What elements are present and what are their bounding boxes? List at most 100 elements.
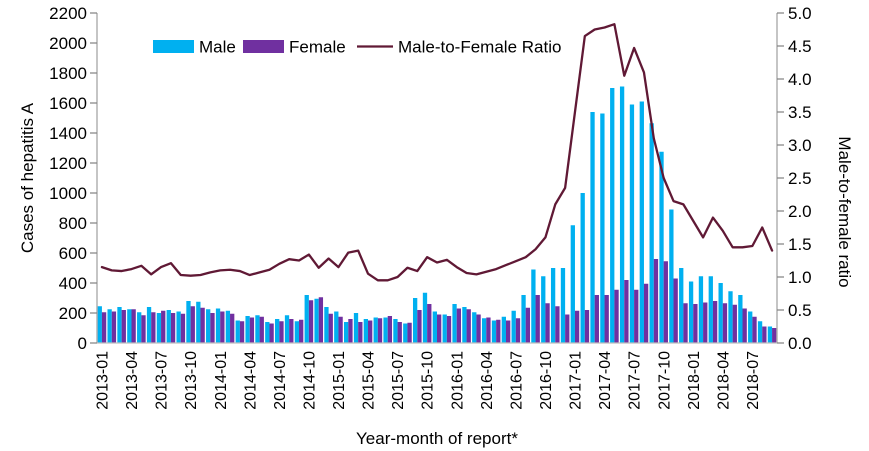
bar-male [718,283,723,343]
bars-group [97,86,777,343]
bar-female [230,313,235,343]
x-axis-tick-label: 2018-01 [686,351,703,410]
bar-male [383,317,388,343]
bar-male [679,268,684,343]
right-axis-tick-label: 4.5 [788,37,812,56]
bar-female [190,306,195,343]
bar-male [196,301,201,343]
bar-female [643,283,649,343]
bar-female [269,323,274,343]
x-axis-tick-label: 2017-01 [568,351,585,410]
x-axis-group: 2013-01 2013-04 2013-07 2013-10 2014-01 2014-… [95,351,763,410]
bar-male [767,326,773,343]
bar-male [649,123,654,343]
bar-male [324,307,329,343]
bar-male [570,225,575,343]
right-axis-tick-label: 3.5 [788,103,812,122]
x-axis-tick-label: 2018-07 [745,351,762,410]
bar-female [693,304,698,343]
bar-male [166,310,171,343]
left-axis-tick-label: 600 [59,244,87,263]
bar-female [762,326,767,343]
right-axis-tick-label: 4.0 [788,70,812,89]
x-axis-tick-label: 2016-07 [508,351,525,410]
left-axis-tick-label: 1600 [49,94,87,113]
bar-female [456,308,462,343]
bar-male [344,322,349,343]
bar-male [334,311,339,343]
bar-male [580,193,585,343]
bar-female [259,316,264,343]
left-axis-tick-label: 400 [59,274,87,293]
right-axis-tick-label: 5.0 [788,4,812,23]
bar-female [565,314,570,343]
bar-female [348,319,353,343]
bar-male [206,309,211,343]
bar-male [541,276,546,343]
bar-female [210,313,215,343]
bar-female [594,295,599,343]
bar-female [338,316,343,343]
left-axis-tick-label: 1800 [49,64,87,83]
bar-female [535,295,540,343]
bar-male [442,314,447,343]
bar-female [772,328,777,343]
right-axis-tick-label: 0.5 [788,301,812,320]
right-axis-tick-label: 1.5 [788,235,812,254]
bar-male [403,323,408,343]
left-axis-tick-label: 2200 [49,4,87,23]
bar-female [387,316,393,343]
bar-male [97,306,102,343]
left-axis-tick-label: 800 [59,214,87,233]
x-axis-tick-label: 2013-10 [183,351,200,410]
x-axis-tick-label: 2017-04 [597,351,614,410]
bar-female [249,317,255,343]
x-axis-tick-label: 2014-07 [272,351,289,410]
x-axis-tick-label: 2014-10 [302,351,319,410]
bar-male [610,88,615,343]
bar-female [624,280,629,343]
x-axis-tick-label: 2016-04 [479,351,496,410]
x-axis-tick-label: 2017-07 [627,351,644,410]
x-axis-tick-label: 2013-01 [95,351,112,410]
right-axis-group: 0.0 0.5 1.0 1.5 2.0 2.5 3.0 3.5 4.0 4.5 5.0 [777,4,812,353]
bar-male [481,318,487,343]
bar-male [117,307,122,343]
bar-female [604,295,609,343]
bar-male [501,316,506,343]
bar-female [299,319,304,343]
bar-female [466,309,471,343]
bar-male [275,319,280,343]
x-axis-tick-label: 2017-10 [656,351,673,410]
bar-male [472,312,477,343]
bar-female [703,302,708,343]
bar-male [600,113,605,343]
bar-female [505,320,511,343]
right-axis-tick-label: 1.0 [788,268,812,287]
left-axis-title: Cases of hepatitis A [18,102,37,253]
bar-male [491,320,497,343]
bar-female [486,317,491,343]
bar-female [151,312,156,343]
bar-male [659,151,664,343]
bar-female [417,310,422,343]
bar-female [653,259,659,343]
legend-label-female: Female [289,38,346,57]
right-axis-tick-label: 0.0 [788,334,812,353]
bar-female [712,301,718,343]
bar-female [121,310,126,343]
left-axis-tick-label: 2000 [49,34,87,53]
bar-female [742,308,747,343]
bar-female [555,306,560,343]
bar-female [722,303,728,343]
bar-female [101,312,107,343]
bar-female [131,309,136,343]
bar-male [235,320,240,343]
bar-female [634,289,639,343]
right-axis-tick-label: 2.5 [788,169,812,188]
bar-male [215,308,221,343]
bar-female [663,261,668,343]
bar-female [368,320,373,343]
bar-male [255,315,260,343]
x-axis-tick-label: 2015-07 [390,351,407,410]
